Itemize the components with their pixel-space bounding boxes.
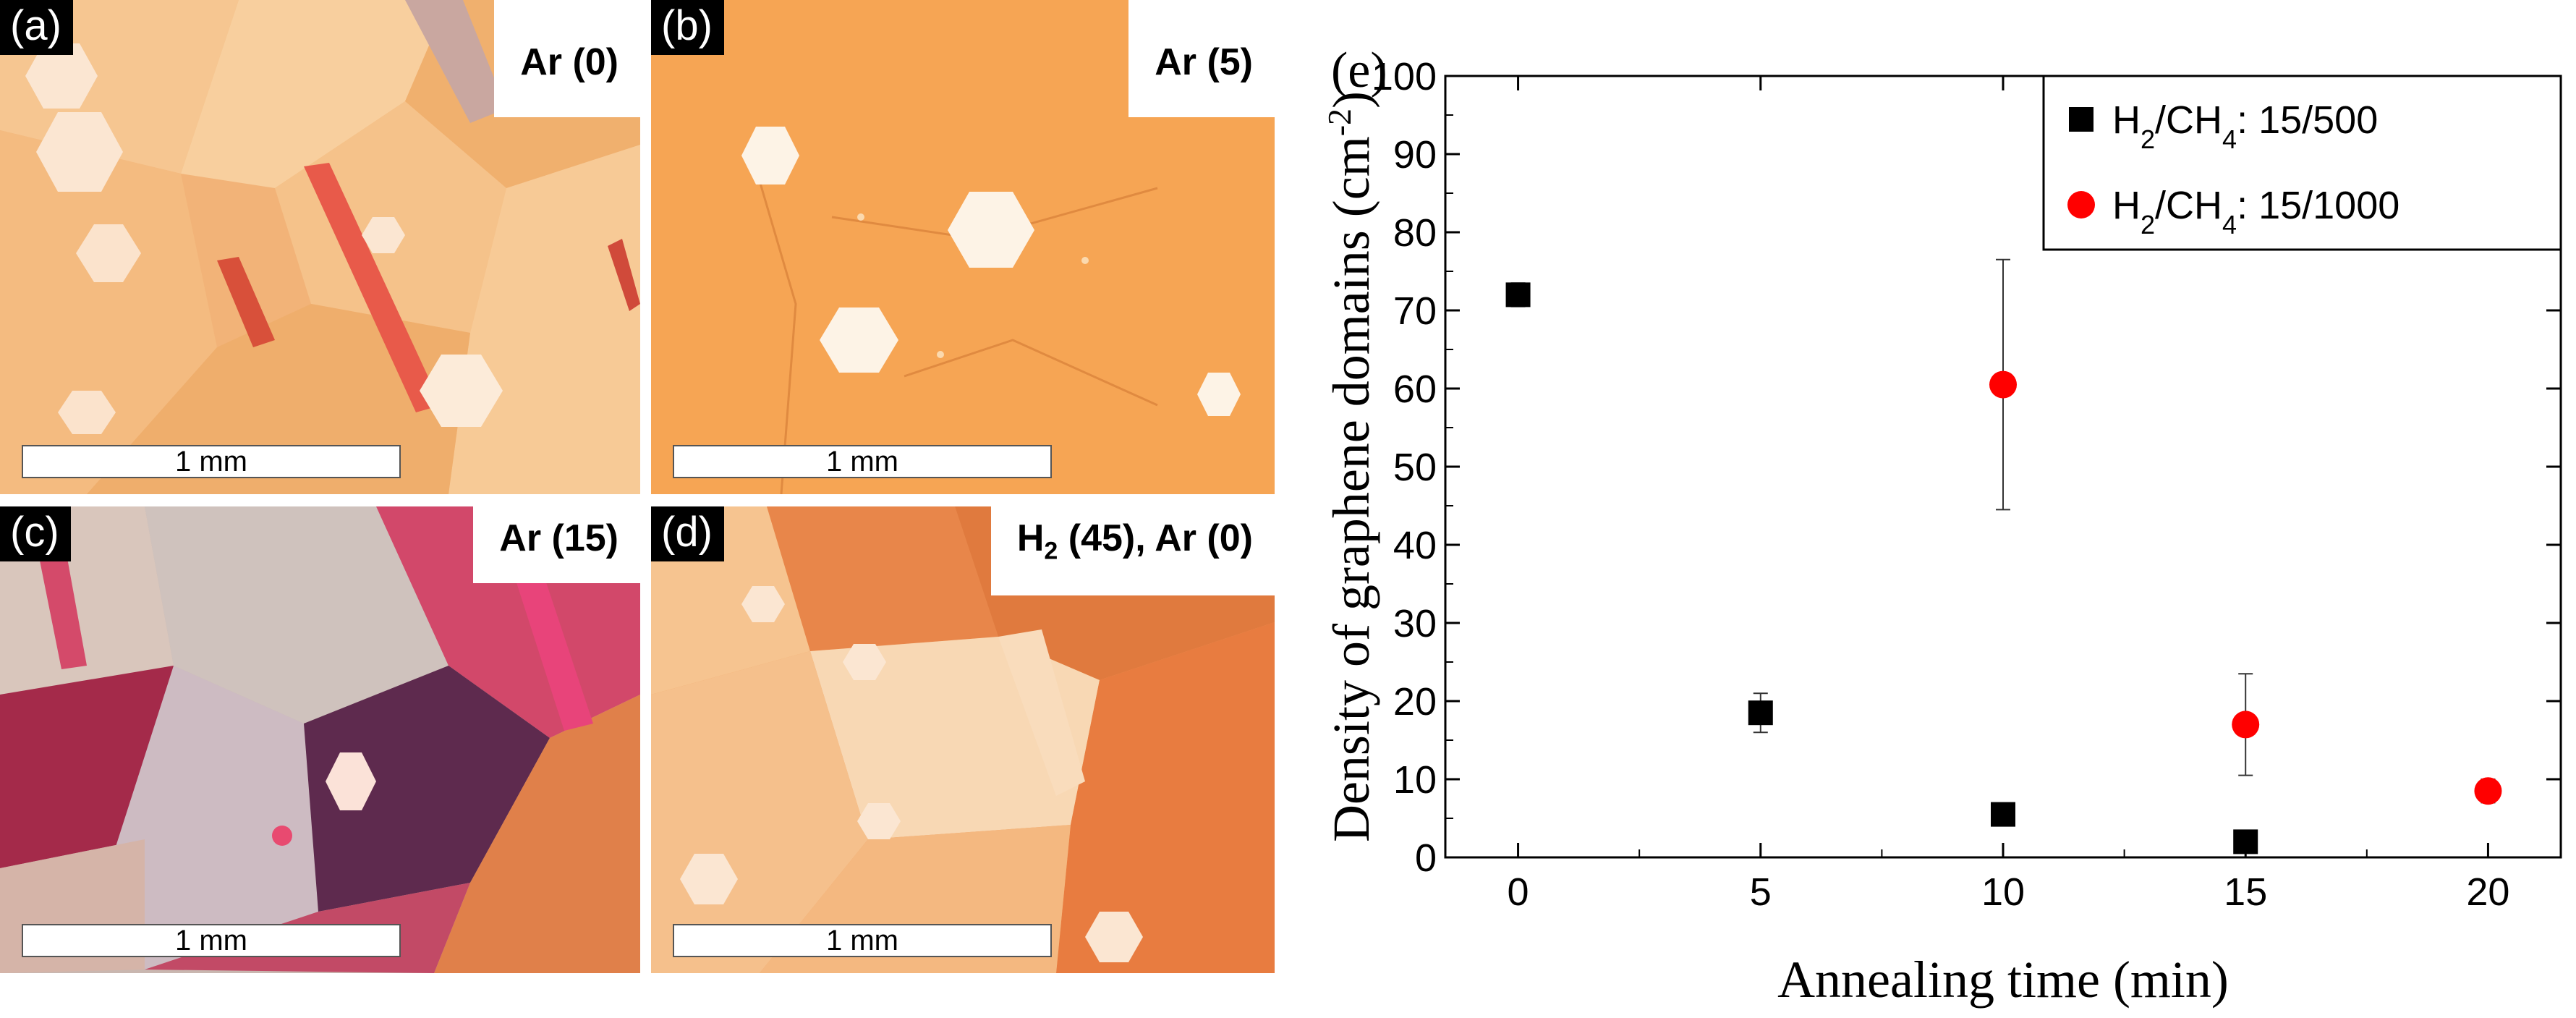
data-point-circle bbox=[2232, 711, 2260, 739]
density-chart: (e) 0 10 20 30 40 50 60 70 80 90 100 0 5 10 15 20 Anneal… bbox=[1321, 43, 2562, 1009]
y-tick-label: 20 bbox=[1393, 680, 1437, 724]
y-tick-label: 60 bbox=[1393, 368, 1437, 411]
panel-condition-d: H2 (45), Ar (0) bbox=[990, 506, 1275, 596]
x-tick-label: 0 bbox=[1508, 870, 1529, 914]
legend-label: H2/CH4: 15/1000 bbox=[2112, 184, 2399, 239]
chart-panel-label: (e) bbox=[1331, 43, 1387, 98]
legend-box bbox=[2042, 75, 2562, 251]
y-tick-label: 0 bbox=[1415, 836, 1437, 880]
y-axis-label: Density of graphene domains (cm-2) bbox=[1321, 91, 1381, 842]
scale-bar-c: 1 mm bbox=[22, 924, 401, 957]
micrograph-image-c bbox=[0, 506, 640, 973]
y-axis-label-main: Density of graphene domains (cm bbox=[1322, 136, 1380, 842]
panel-condition-d-rest: (45), Ar (0) bbox=[1058, 517, 1253, 559]
data-point-circle bbox=[1989, 370, 2017, 399]
panel-label-c: (c) bbox=[0, 506, 71, 561]
data-point-square bbox=[1505, 282, 1531, 307]
micrograph-panel-a: (a) Ar (0) 1 mm bbox=[0, 0, 640, 494]
data-point-square bbox=[1748, 700, 1773, 726]
x-tick-label: 15 bbox=[2224, 870, 2267, 914]
x-axis-label: Annealing time (min) bbox=[1777, 951, 2229, 1009]
legend-label-part: 2 bbox=[2141, 124, 2155, 154]
scale-bar-b: 1 mm bbox=[673, 445, 1052, 478]
panel-label-b: (b) bbox=[651, 0, 724, 55]
y-tick-label: 40 bbox=[1393, 524, 1437, 567]
legend-label-part: : 15/1000 bbox=[2237, 184, 2399, 227]
x-tick-label: 20 bbox=[2466, 870, 2509, 914]
legend-label-part: /CH bbox=[2155, 98, 2222, 142]
legend-label-part: 2 bbox=[2141, 210, 2155, 239]
panel-condition-c: Ar (15) bbox=[473, 506, 640, 583]
legend-label-part: H bbox=[2112, 184, 2141, 227]
micrograph-image-d bbox=[651, 506, 1275, 973]
chart-axes: 0 10 20 30 40 50 60 70 80 90 100 0 5 10 15 20 Annealing … bbox=[1321, 55, 2562, 1009]
micrograph-panel-d: (d) H2 (45), Ar (0) 1 mm bbox=[651, 506, 1275, 973]
micrograph-panel-b: (b) Ar (5) 1 mm bbox=[651, 0, 1275, 494]
legend-label-part: : 15/500 bbox=[2237, 98, 2378, 142]
micrograph-panel-c: (c) Ar (15) 1 mm bbox=[0, 506, 640, 973]
y-axis-label-close: ) bbox=[1322, 91, 1380, 109]
scale-bar-d: 1 mm bbox=[673, 924, 1052, 957]
scale-bar-a: 1 mm bbox=[22, 445, 401, 478]
x-tick-label: 5 bbox=[1750, 870, 1772, 914]
panel-condition-b: Ar (5) bbox=[1128, 0, 1275, 117]
panel-condition-a: Ar (0) bbox=[494, 0, 640, 117]
legend-label-part: H bbox=[2112, 98, 2141, 142]
legend-label: H2/CH4: 15/500 bbox=[2112, 98, 2378, 154]
panel-condition-d-sub: 2 bbox=[1044, 537, 1058, 565]
legend-label-part: 4 bbox=[2222, 124, 2237, 154]
y-tick-label: 10 bbox=[1393, 758, 1437, 802]
data-point-square bbox=[1991, 802, 2015, 827]
legend-marker-square bbox=[2069, 107, 2093, 132]
y-tick-label: 90 bbox=[1393, 133, 1437, 177]
legend-label-part: 4 bbox=[2222, 210, 2237, 239]
panel-condition-d-h: H bbox=[1016, 517, 1045, 559]
legend-marker-circle bbox=[2067, 191, 2095, 219]
data-point-circle bbox=[2474, 777, 2502, 805]
data-point-square bbox=[2233, 829, 2258, 854]
y-tick-label: 50 bbox=[1393, 446, 1437, 489]
chart-marks bbox=[1505, 258, 2502, 854]
panel-label-d: (d) bbox=[651, 506, 724, 561]
legend-label-part: /CH bbox=[2155, 184, 2222, 227]
y-tick-label: 80 bbox=[1393, 211, 1437, 255]
y-tick-label: 70 bbox=[1393, 289, 1437, 333]
y-tick-label: 100 bbox=[1372, 55, 1437, 98]
y-axis-label-exponent: -2 bbox=[1321, 109, 1358, 136]
y-tick-label: 30 bbox=[1393, 602, 1437, 645]
x-tick-label: 10 bbox=[1981, 870, 2025, 914]
panel-label-a: (a) bbox=[0, 0, 73, 55]
